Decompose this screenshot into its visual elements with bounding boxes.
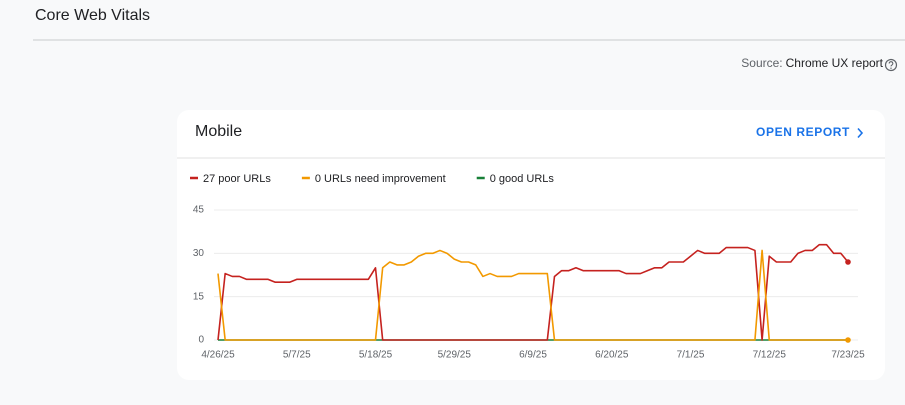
series-line xyxy=(217,249,848,341)
x-tick-label: 6/9/25 xyxy=(519,350,547,361)
x-tick-label: 4/26/25 xyxy=(201,350,235,361)
x-tick-label: 7/23/25 xyxy=(831,350,865,361)
x-tick-label: 5/18/25 xyxy=(359,350,393,361)
legend-label: 27 poor URLs xyxy=(203,173,271,185)
x-tick-label: 7/1/25 xyxy=(677,350,705,361)
end-point xyxy=(845,337,851,343)
legend-label: 0 good URLs xyxy=(490,173,555,185)
y-tick-label: 0 xyxy=(198,335,204,346)
end-point xyxy=(845,259,851,265)
card-title: Mobile xyxy=(195,123,242,140)
help-icon[interactable] xyxy=(884,58,898,72)
source-name[interactable]: Chrome UX report xyxy=(786,56,884,70)
y-tick-label: 45 xyxy=(193,205,205,216)
page-title: Core Web Vitals xyxy=(35,7,150,24)
plot: 27 poor URLs 0 URLs need improvement 0 goo… xyxy=(190,173,865,361)
x-tick-label: 7/12/25 xyxy=(753,350,787,361)
legend-item[interactable]: 0 URLs need improvement xyxy=(301,173,446,185)
open-report-link[interactable]: OPEN REPORT xyxy=(756,125,850,139)
x-tick-label: 6/20/25 xyxy=(595,350,629,361)
chevron-icon[interactable] xyxy=(857,127,864,139)
legend-item[interactable]: 0 good URLs xyxy=(476,173,555,185)
legend-item[interactable]: 27 poor URLs xyxy=(190,173,271,185)
x-tick-label: 5/7/25 xyxy=(283,350,311,361)
y-tick-label: 30 xyxy=(193,248,205,259)
legend-label: 0 URLs need improvement xyxy=(315,173,446,185)
series-line xyxy=(217,243,849,341)
card xyxy=(177,110,885,380)
y-tick-label: 15 xyxy=(193,291,205,302)
source-label: Source: xyxy=(741,56,782,70)
x-tick-label: 5/29/25 xyxy=(438,350,472,361)
